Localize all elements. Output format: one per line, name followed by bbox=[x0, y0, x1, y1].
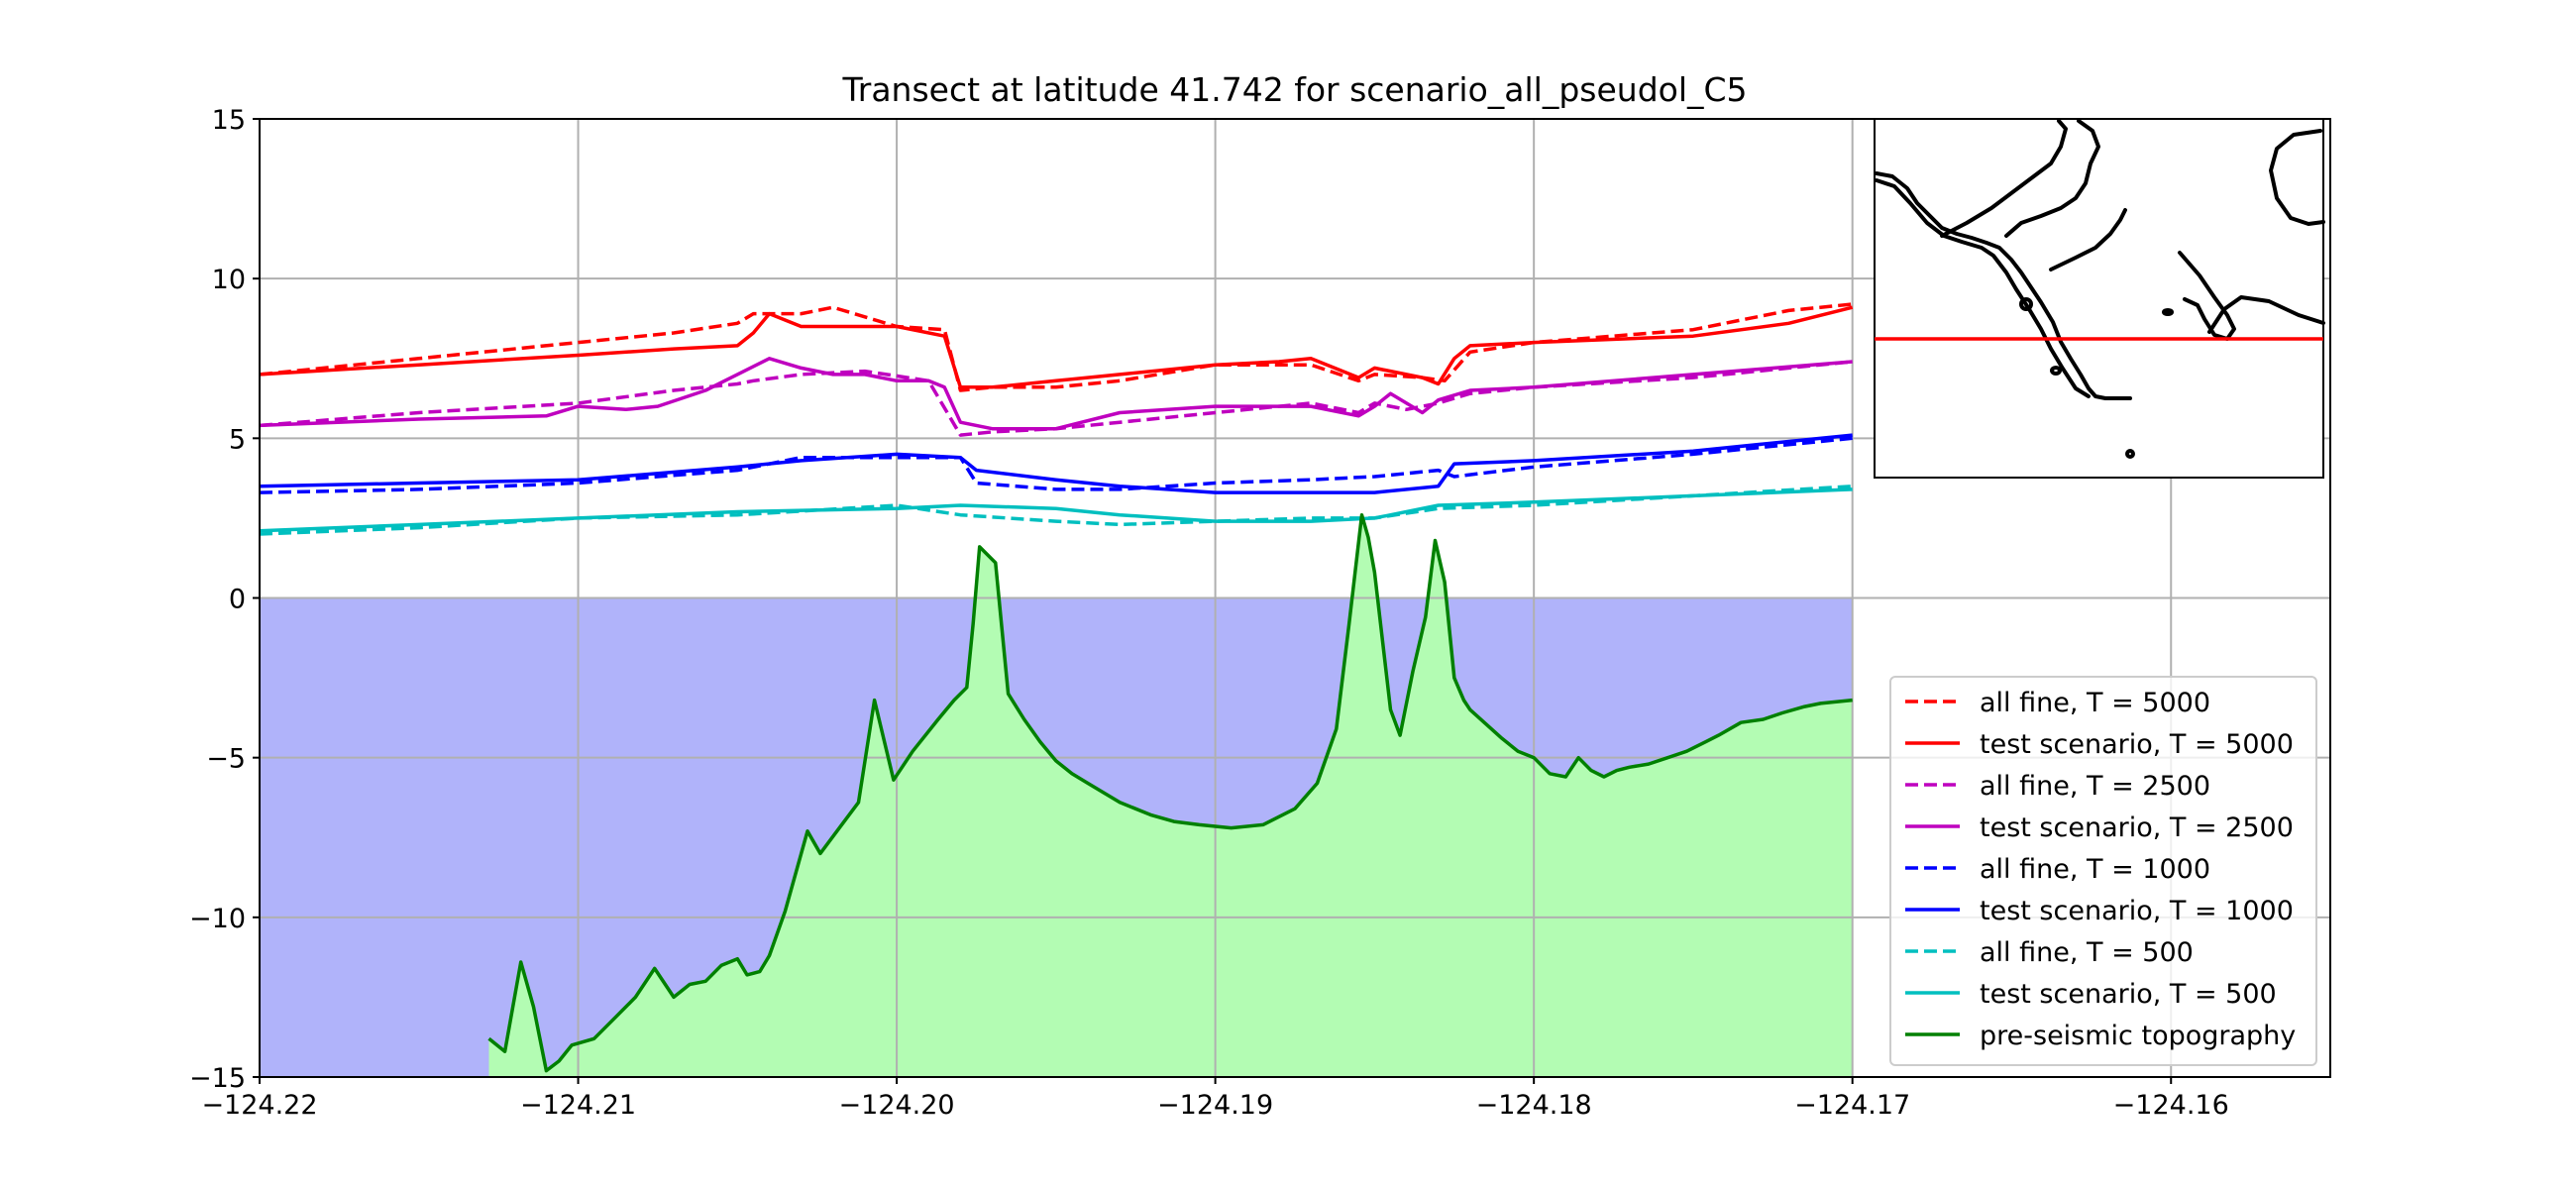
y-tick-label: 10 bbox=[212, 265, 246, 295]
legend-label-0: all fine, T = 5000 bbox=[1980, 688, 2210, 718]
river-1 bbox=[2004, 119, 2100, 238]
coastline-east bbox=[2207, 295, 2325, 334]
series-line-7 bbox=[260, 487, 1853, 533]
chart-title: Transect at latitude 41.742 for scenario… bbox=[841, 70, 1747, 109]
coastline-main bbox=[1875, 171, 2132, 400]
x-tick-label: −124.22 bbox=[201, 1090, 317, 1121]
series-line-2 bbox=[260, 360, 1853, 437]
legend-label-2: all fine, T = 2500 bbox=[1980, 771, 2210, 802]
legend-label-1: test scenario, T = 5000 bbox=[1980, 729, 2294, 760]
y-tick-label: 0 bbox=[229, 585, 246, 615]
legend-box bbox=[1889, 676, 2317, 1066]
series-line-1 bbox=[260, 305, 1854, 389]
legend-label-3: test scenario, T = 2500 bbox=[1980, 812, 2294, 843]
series-line-0 bbox=[260, 302, 1853, 392]
x-tick-label: −124.20 bbox=[839, 1090, 955, 1121]
x-tick-label: −124.17 bbox=[1794, 1090, 1910, 1121]
land-fill bbox=[488, 514, 1853, 1077]
inset-coastline bbox=[1875, 119, 2325, 459]
x-axis: −124.22 −124.21 −124.20 −124.19 −124.18 −124.… bbox=[201, 1077, 2229, 1121]
river-2 bbox=[2049, 208, 2127, 271]
inset-map bbox=[1874, 118, 2325, 479]
series-line-4 bbox=[260, 436, 1853, 494]
x-tick-label: −124.18 bbox=[1476, 1090, 1592, 1121]
coastline-upper bbox=[1940, 119, 2068, 238]
island-4 bbox=[2162, 308, 2174, 316]
legend-label-5: test scenario, T = 1000 bbox=[1980, 896, 2294, 926]
series-line-3 bbox=[260, 357, 1853, 431]
y-tick-label: −5 bbox=[206, 744, 246, 775]
legend-label-4: all fine, T = 1000 bbox=[1980, 854, 2210, 885]
island-1 bbox=[2019, 297, 2033, 311]
series-line-6 bbox=[260, 484, 1853, 536]
y-tick-label: −10 bbox=[189, 904, 246, 934]
legend-label-6: all fine, T = 500 bbox=[1980, 937, 2194, 968]
x-tick-label: −124.16 bbox=[2113, 1090, 2229, 1121]
series-line-8 bbox=[487, 512, 1853, 1073]
coastline-northeast bbox=[2269, 129, 2325, 226]
legend-label-7: test scenario, T = 500 bbox=[1980, 979, 2277, 1010]
island-3 bbox=[2125, 449, 2135, 459]
x-tick-label: −124.19 bbox=[1157, 1090, 1273, 1121]
series-line-5 bbox=[260, 433, 1853, 494]
x-tick-label: −124.21 bbox=[520, 1090, 636, 1121]
island-2 bbox=[2050, 366, 2062, 376]
legend: all fine, T = 5000 test scenario, T = 500… bbox=[1889, 676, 2317, 1066]
river-3 bbox=[2178, 251, 2236, 341]
plot-area bbox=[260, 119, 2330, 1077]
y-tick-label: 5 bbox=[229, 424, 246, 455]
y-tick-label: 15 bbox=[212, 105, 246, 136]
legend-label-8: pre-seismic topography bbox=[1980, 1021, 2296, 1051]
series-layer bbox=[260, 302, 1854, 1073]
y-axis: −15 −10 −5 0 5 10 15 bbox=[189, 105, 260, 1094]
coastline-branch bbox=[1875, 178, 2091, 398]
y-tick-label: −15 bbox=[189, 1063, 246, 1094]
